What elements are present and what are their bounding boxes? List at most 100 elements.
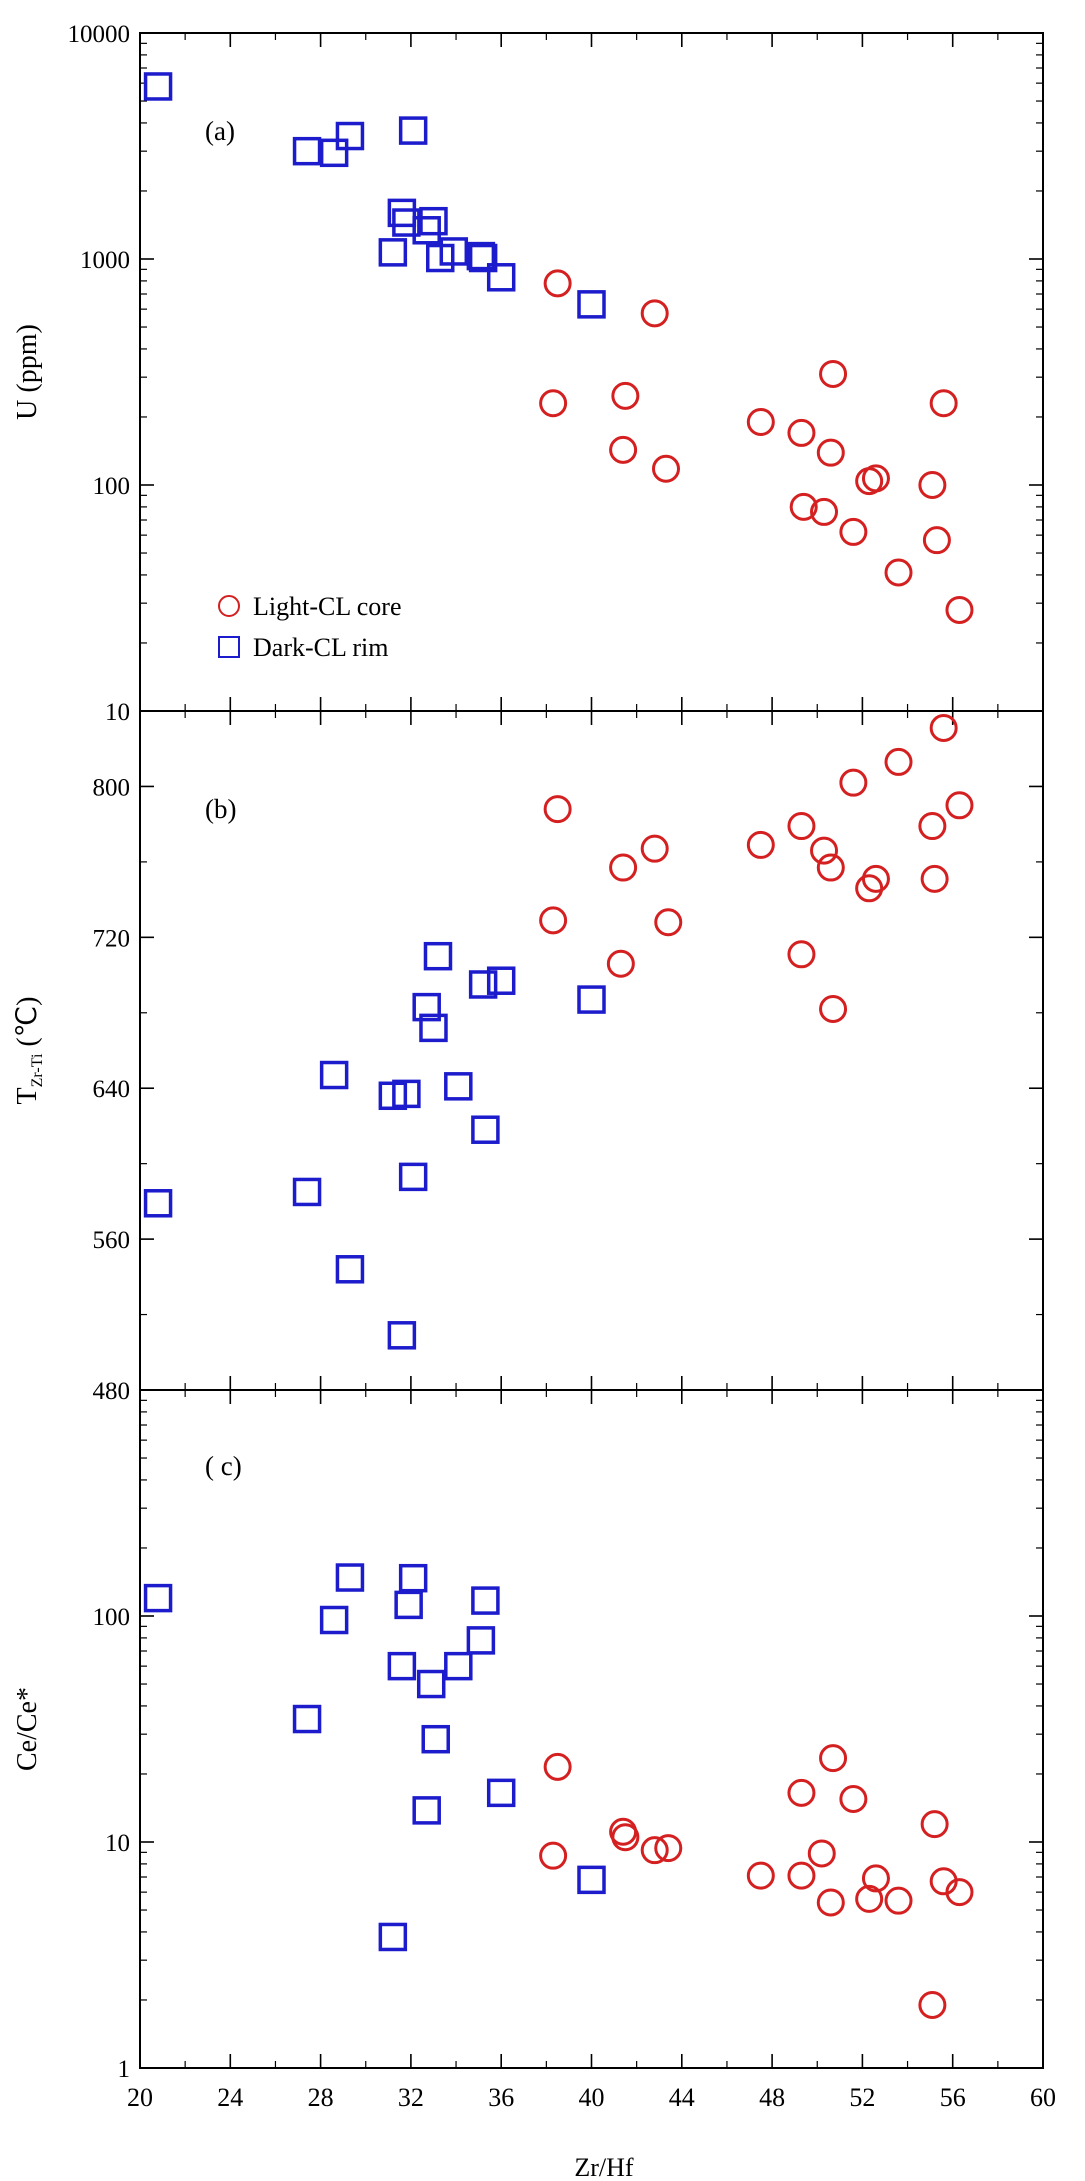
x-tick-label: 56 <box>940 2083 966 2112</box>
data-point-circle <box>816 1888 845 1917</box>
data-point-square <box>398 1563 428 1593</box>
data-point-square <box>335 121 365 151</box>
data-point-square <box>292 136 322 166</box>
data-point-circle <box>787 940 816 969</box>
data-point-square <box>444 1072 473 1101</box>
data-point-square <box>392 208 421 237</box>
y-axis-label-main: T <box>12 1087 43 1104</box>
data-point-square <box>319 1605 349 1635</box>
y-tick-label: 720 <box>93 925 131 952</box>
plot-frame <box>139 1389 1044 2069</box>
x-tick-label: 28 <box>308 2083 334 2112</box>
data-point-square <box>143 72 173 101</box>
data-point-circle <box>746 408 775 437</box>
data-point-square <box>471 1586 500 1615</box>
legend-marker-square <box>218 636 240 658</box>
data-point-square <box>486 1778 516 1808</box>
panel-a: 10 100 1000 10000 (a) U (ppm) Light-CL core Dar… <box>12 21 1044 726</box>
y-tick-label: 480 <box>93 1378 131 1405</box>
data-point-square <box>412 216 441 245</box>
data-point-square <box>421 1724 450 1754</box>
data-point-square <box>319 1060 349 1090</box>
data-point-square <box>292 1704 322 1734</box>
data-point-square <box>466 241 496 271</box>
data-point-circle <box>654 908 683 937</box>
x-tick-label: 40 <box>579 2083 605 2112</box>
data-point-circle <box>640 1836 669 1865</box>
data-point-circle <box>746 830 775 859</box>
data-point-circle <box>861 464 890 493</box>
data-point-square <box>319 138 349 168</box>
data-point-circle <box>819 359 848 388</box>
data-point-square <box>398 1162 428 1192</box>
data-point-circle <box>839 1784 868 1813</box>
data-point-square <box>577 985 606 1014</box>
data-point-circle <box>929 713 958 742</box>
data-point-circle <box>611 381 640 410</box>
data-point-circle <box>654 1834 683 1863</box>
data-point-circle <box>611 1823 640 1852</box>
x-tick-label: 20 <box>127 2083 153 2112</box>
data-point-circle <box>884 558 913 587</box>
y-axis-label: U (ppm) <box>12 324 43 420</box>
data-point-circle <box>543 1752 572 1781</box>
data-point-circle <box>651 454 680 483</box>
data-point-circle <box>787 1861 816 1890</box>
y-tick-label: 10000 <box>68 21 131 48</box>
data-point-circle <box>920 1810 949 1839</box>
data-point-square <box>398 116 428 145</box>
data-point-square <box>335 1563 365 1592</box>
data-point-square <box>419 206 448 236</box>
data-point-circle <box>746 1861 775 1890</box>
data-point-square <box>486 263 516 292</box>
data-point-square <box>412 992 441 1022</box>
data-point-circle <box>918 812 947 841</box>
panel-label: ( c) <box>205 1451 242 1481</box>
y-axis-label-unit: (℃) <box>12 997 43 1054</box>
data-point-circle <box>945 791 974 820</box>
data-point-square <box>444 1651 473 1681</box>
y-tick-label: 1000 <box>80 247 130 274</box>
data-point-square <box>392 1079 421 1109</box>
y-tick-label: 560 <box>93 1227 131 1254</box>
data-point-circle <box>884 1886 913 1915</box>
panel-c: 1 10 100 20 24 28 32 36 40 44 48 52 56 60 ( c) Ce/Ce* <box>12 1389 1056 2112</box>
data-point-square <box>577 290 606 319</box>
legend-label: Light-CL core <box>253 592 401 621</box>
x-axis-label: Zr/Hf <box>574 2153 634 2181</box>
y-tick-label: 100 <box>93 1604 131 1631</box>
legend-marker-circle <box>218 595 240 617</box>
data-point-circle <box>855 1884 884 1913</box>
data-point-square <box>394 1590 423 1620</box>
y-tick-label: 800 <box>93 774 131 801</box>
x-tick-label: 32 <box>398 2083 424 2112</box>
y-axis-label-sub: Zr-Ti <box>29 1053 46 1087</box>
y-tick-label: 100 <box>93 473 131 500</box>
data-point-circle <box>543 795 572 824</box>
data-point-circle <box>816 853 845 882</box>
data-point-circle <box>819 1744 848 1773</box>
data-point-square <box>419 1013 448 1043</box>
data-point-square <box>416 1669 446 1699</box>
data-point-square <box>423 941 453 971</box>
plot-frame <box>139 710 1044 1391</box>
data-point-circle <box>787 1778 816 1807</box>
data-point-square <box>439 237 469 266</box>
legend-label: Dark-CL rim <box>253 633 389 662</box>
data-point-square <box>468 970 498 999</box>
data-point-circle <box>922 526 951 555</box>
data-point-circle <box>539 906 568 935</box>
data-point-square <box>468 243 498 273</box>
data-point-circle <box>945 595 974 624</box>
x-tick-label: 24 <box>217 2083 243 2112</box>
x-tick-label: 44 <box>669 2083 695 2112</box>
panel-label: (b) <box>205 794 236 824</box>
data-point-circle <box>640 299 669 328</box>
data-point-circle <box>945 1878 974 1907</box>
y-axis-label: TZr-Ti (℃) <box>12 997 46 1105</box>
data-point-square <box>143 1583 173 1613</box>
data-point-circle <box>918 471 947 499</box>
data-point-square <box>387 1321 417 1350</box>
data-point-circle <box>807 1839 836 1868</box>
